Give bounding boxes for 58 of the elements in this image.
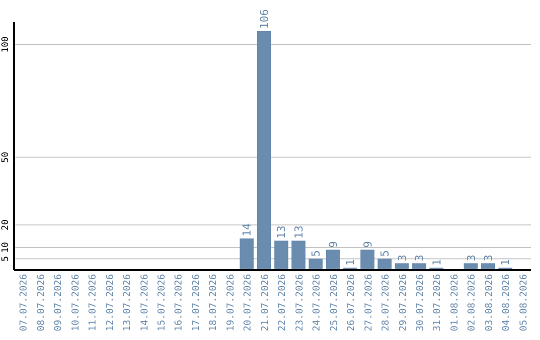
x-tick-label: 28.07.2026	[380, 274, 392, 332]
bar	[274, 240, 288, 270]
bar	[378, 258, 392, 270]
data-label: 1	[499, 259, 512, 266]
x-tick-label: 13.07.2026	[122, 274, 134, 332]
bar	[240, 238, 254, 270]
bar	[326, 250, 340, 270]
x-tick-label: 15.07.2026	[156, 274, 168, 332]
data-label: 9	[361, 241, 374, 248]
x-tick-label: 31.07.2026	[432, 274, 444, 332]
bar	[291, 240, 306, 270]
bar	[256, 31, 271, 270]
x-tick-label: 07.07.2026	[18, 274, 30, 332]
x-tick-label: 02.08.2026	[466, 274, 478, 332]
data-label: 9	[326, 241, 340, 248]
y-tick-label: 5	[1, 256, 11, 262]
bar	[308, 258, 323, 270]
x-tick-label: 18.07.2026	[208, 274, 220, 332]
x-tick-label: 30.07.2026	[414, 274, 426, 332]
x-tick-label: 16.07.2026	[174, 274, 185, 332]
data-label: 13	[292, 225, 306, 239]
data-label: 3	[413, 254, 426, 262]
data-label: 106	[258, 9, 271, 30]
x-tick-label: 10.07.2026	[70, 274, 82, 332]
x-tick-label: 12.07.2026	[104, 274, 116, 332]
x-tick-label: 04.08.2026	[501, 274, 512, 332]
x-tick-label: 26.07.2026	[346, 274, 358, 332]
x-tick-label: 19.07.2026	[225, 274, 236, 332]
x-tick-label: 29.07.2026	[398, 274, 409, 332]
data-label: 13	[275, 225, 288, 239]
x-tick-label: 25.07.2026	[328, 274, 340, 332]
data-label: 3	[396, 254, 409, 262]
x-tick-label: 03.08.2026	[484, 274, 495, 332]
x-tick-label: 21.07.2026	[260, 274, 271, 332]
data-label: 3	[482, 254, 496, 262]
x-tick-label: 14.07.2026	[139, 274, 150, 332]
y-tick-label: 50	[1, 152, 11, 163]
x-tick-label: 17.07.2026	[190, 274, 202, 332]
x-tick-label: 11.07.2026	[88, 274, 99, 332]
x-tick-label: 23.07.2026	[294, 274, 306, 332]
bar	[360, 250, 374, 270]
x-tick-label: 08.07.2026	[36, 274, 47, 332]
data-label: 1	[344, 259, 358, 266]
x-tick-label: 24.07.2026	[312, 274, 323, 332]
x-tick-label: 22.07.2026	[277, 274, 288, 332]
x-tick-label: 20.07.2026	[242, 274, 254, 332]
data-label: 3	[464, 254, 478, 262]
data-label: 1	[430, 259, 444, 266]
data-label: 5	[378, 250, 392, 257]
y-tick-label: 20	[1, 219, 11, 230]
y-tick-label: 10	[1, 242, 11, 253]
data-label: 14	[240, 222, 254, 236]
x-tick-label: 09.07.2026	[53, 274, 64, 332]
x-tick-label: 05.08.2026	[518, 274, 530, 332]
x-tick-label: 01.08.2026	[449, 274, 460, 332]
data-label: 5	[310, 250, 323, 257]
y-tick-label: 100	[1, 36, 11, 53]
x-tick-label: 27.07.2026	[363, 274, 374, 332]
